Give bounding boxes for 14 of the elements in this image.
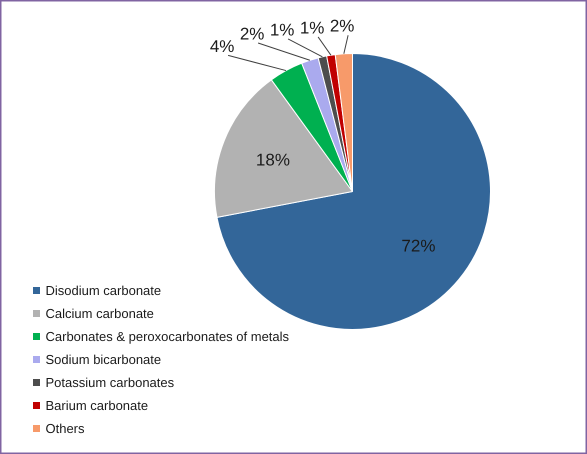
legend-label: Disodium carbonate (46, 283, 162, 298)
data-label: 2% (240, 24, 264, 44)
legend-label: Calcium carbonate (46, 306, 154, 321)
data-label: 1% (270, 20, 294, 40)
legend-label: Potassium carbonates (46, 375, 175, 390)
data-label: 18% (256, 150, 290, 170)
legend-label: Barium carbonate (46, 398, 148, 413)
legend-label: Sodium bicarbonate (46, 352, 162, 367)
data-label: 1% (300, 18, 324, 38)
data-label: 2% (330, 16, 354, 36)
data-label: 72% (401, 236, 436, 256)
legend-label: Carbonates & peroxocarbonates of metals (46, 329, 290, 344)
legend-label: Others (46, 421, 86, 436)
data-label: 4% (210, 36, 234, 56)
